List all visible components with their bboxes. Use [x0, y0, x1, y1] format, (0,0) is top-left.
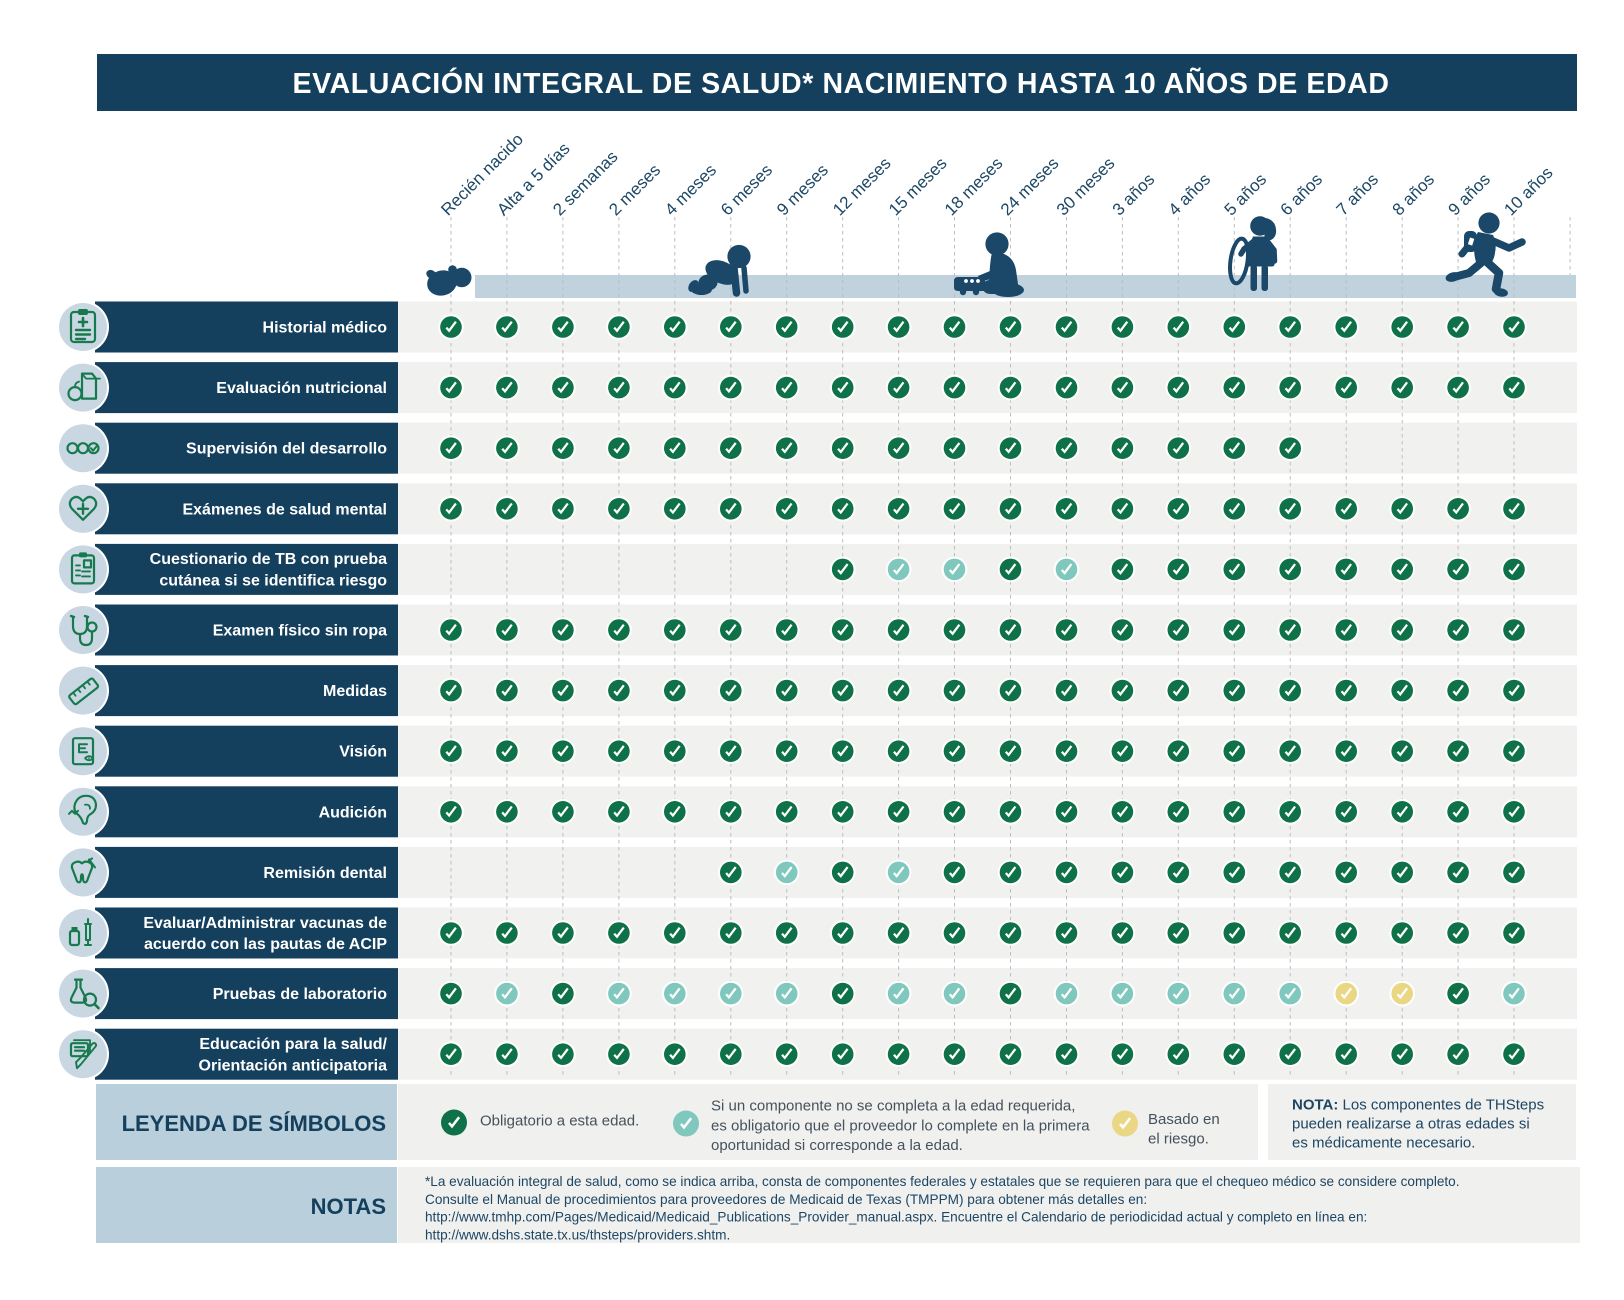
svg-text:Basado en: Basado en: [1148, 1111, 1220, 1128]
svg-text:Medidas: Medidas: [323, 683, 387, 700]
svg-text:Remisión dental: Remisión dental: [263, 865, 387, 882]
svg-text:Si un componente no se complet: Si un componente no se completa a la eda…: [711, 1098, 1075, 1115]
svg-text:oportunidad si corresponde a l: oportunidad si corresponde a la edad.: [711, 1137, 963, 1154]
svg-text:LEYENDA DE SÍMBOLOS: LEYENDA DE SÍMBOLOS: [122, 1111, 386, 1136]
svg-text:Pruebas de laboratorio: Pruebas de laboratorio: [213, 986, 387, 1003]
svg-text:Obligatorio a esta edad.: Obligatorio a esta edad.: [480, 1113, 639, 1130]
svg-text:Consulte el Manual de procedim: Consulte el Manual de procedimientos par…: [425, 1192, 1147, 1207]
svg-text:Educación para la salud/: Educación para la salud/: [199, 1036, 387, 1053]
svg-text:Cuestionario de TB con prueba: Cuestionario de TB con prueba: [150, 551, 387, 568]
svg-text:Historial médico: Historial médico: [263, 320, 388, 337]
svg-text:es médicamente necesario.: es médicamente necesario.: [1292, 1135, 1475, 1152]
svg-text:Exámenes de salud mental: Exámenes de salud mental: [182, 501, 387, 518]
svg-text:es obligatorio que el proveedo: es obligatorio que el proveedor lo compl…: [711, 1118, 1090, 1135]
svg-text:Evaluar/Administrar vacunas de: Evaluar/Administrar vacunas de: [143, 915, 387, 932]
svg-text:EVALUACIÓN INTEGRAL DE SALUD*: EVALUACIÓN INTEGRAL DE SALUD* NACIMIENTO…: [292, 68, 1389, 100]
svg-text:Supervisión del desarrollo: Supervisión del desarrollo: [186, 441, 387, 458]
svg-text:http://www.dshs.state.tx.us/th: http://www.dshs.state.tx.us/thsteps/prov…: [425, 1227, 730, 1242]
svg-text:NOTA: Los componentes de THSte: NOTA: Los componentes de THSteps: [1292, 1097, 1544, 1114]
svg-text:Visión: Visión: [339, 744, 387, 761]
svg-text:cutánea si se identifica riesg: cutánea si se identifica riesgo: [159, 573, 387, 590]
svg-text:Orientación anticipatoria: Orientación anticipatoria: [199, 1057, 388, 1074]
svg-text:*La evaluación integral de sal: *La evaluación integral de salud, como s…: [425, 1174, 1460, 1189]
svg-text:Examen físico sin ropa: Examen físico sin ropa: [213, 623, 387, 640]
svg-text:NOTAS: NOTAS: [311, 1194, 386, 1219]
svg-text:el riesgo.: el riesgo.: [1148, 1131, 1209, 1148]
svg-text:acuerdo con las pautas de ACIP: acuerdo con las pautas de ACIP: [144, 936, 387, 953]
svg-text:Evaluación nutricional: Evaluación nutricional: [216, 380, 387, 397]
svg-text:pueden realizarse a otras edad: pueden realizarse a otras edades si: [1292, 1116, 1530, 1133]
svg-text:Audición: Audición: [319, 804, 387, 821]
svg-text:http://www.tmhp.com/Pages/Medi: http://www.tmhp.com/Pages/Medicaid/Medic…: [425, 1210, 1367, 1225]
